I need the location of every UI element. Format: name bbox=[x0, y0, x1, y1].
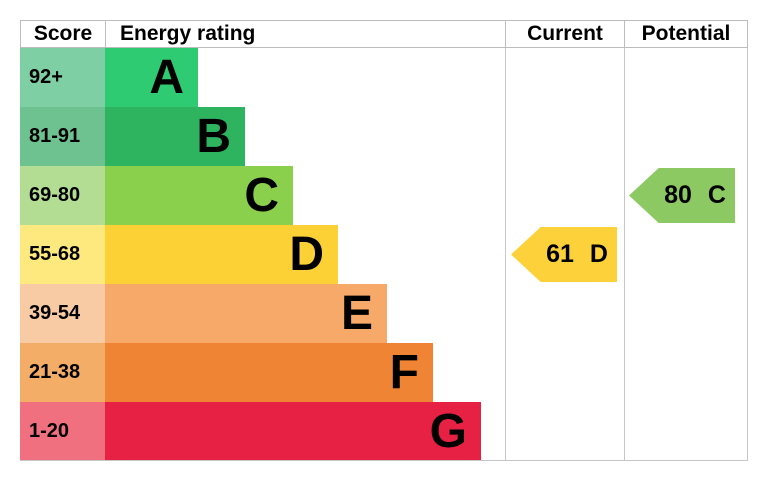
rating-letter-g: G bbox=[429, 404, 467, 458]
potential-rating-label: 80 C bbox=[664, 181, 726, 209]
rating-bar-d: D bbox=[105, 225, 338, 284]
bands: 92+ A 81-91 B 69-80 C 55-68 D 39-54 E 21-38 F 1-20 G bbox=[20, 48, 748, 461]
rating-letter-e: E bbox=[340, 286, 373, 340]
header-potential: Potential bbox=[641, 22, 731, 45]
band-row-e: 39-54 E bbox=[20, 284, 748, 343]
rating-letter-c: C bbox=[244, 168, 279, 222]
rating-bar-g: G bbox=[105, 402, 481, 461]
column-divider-potential bbox=[624, 48, 625, 461]
epc-rating-chart: Score Energy rating Current Potential 92… bbox=[20, 20, 748, 461]
table-bottom-border bbox=[20, 460, 748, 461]
column-divider-current bbox=[505, 48, 506, 461]
rating-bar-c: C bbox=[105, 166, 293, 225]
rating-letter-a: A bbox=[149, 50, 184, 104]
band-row-a: 92+ A bbox=[20, 48, 748, 107]
header-row: Score Energy rating Current Potential bbox=[20, 20, 748, 48]
score-range-e: 39-54 bbox=[20, 284, 105, 343]
rating-bar-b: B bbox=[105, 107, 245, 166]
rating-letter-f: F bbox=[389, 345, 419, 399]
band-row-b: 81-91 B bbox=[20, 107, 748, 166]
current-rating-label: 61 D bbox=[546, 240, 608, 268]
rating-bar-a: A bbox=[105, 48, 198, 107]
rating-letter-b: B bbox=[196, 109, 231, 163]
band-row-c: 69-80 C bbox=[20, 166, 748, 225]
score-range-b: 81-91 bbox=[20, 107, 105, 166]
band-row-d: 55-68 D bbox=[20, 225, 748, 284]
score-range-a: 92+ bbox=[20, 48, 105, 107]
score-range-c: 69-80 bbox=[20, 166, 105, 225]
header-current: Current bbox=[506, 21, 625, 47]
rating-bar-e: E bbox=[105, 284, 387, 343]
header-energy-rating: Energy rating bbox=[106, 21, 506, 47]
score-range-f: 21-38 bbox=[20, 343, 105, 402]
rating-letter-d: D bbox=[289, 227, 324, 281]
rating-bar-f: F bbox=[105, 343, 433, 402]
score-range-g: 1-20 bbox=[20, 402, 105, 461]
table-right-border bbox=[747, 48, 748, 461]
chart-body: 92+ A 81-91 B 69-80 C 55-68 D 39-54 E 21-38 F 1-20 G … bbox=[20, 48, 748, 461]
current-rating-arrow: 61 D bbox=[511, 227, 617, 282]
band-row-g: 1-20 G bbox=[20, 402, 748, 461]
score-range-d: 55-68 bbox=[20, 225, 105, 284]
band-row-f: 21-38 F bbox=[20, 343, 748, 402]
header-score: Score bbox=[21, 21, 106, 47]
